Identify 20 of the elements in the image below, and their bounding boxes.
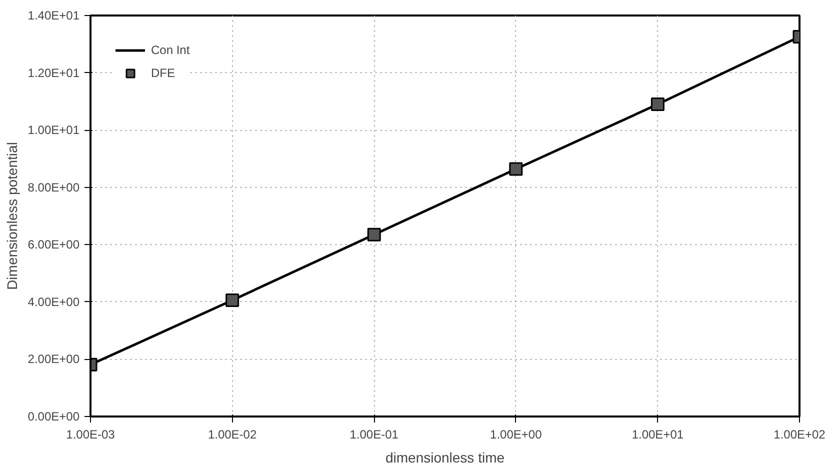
y-tick-label: 8.00E+00 <box>28 180 80 194</box>
y-tick-label: 4.00E+00 <box>28 294 80 309</box>
y-tick-label: 2.00E+00 <box>28 352 80 366</box>
y-axis-title: Dimensionless potential <box>4 142 20 290</box>
legend-label: DFE <box>151 66 175 80</box>
y-tick-label: 0.00E+00 <box>28 410 80 424</box>
y-tick-label: 1.20E+01 <box>28 66 80 80</box>
x-tick-label: 1.00E-03 <box>66 428 116 442</box>
x-tick-label: 1.00E+02 <box>774 428 826 442</box>
x-tick-label: 1.00E+01 <box>632 428 684 442</box>
x-axis-title: dimensionless time <box>385 450 505 466</box>
point <box>509 162 523 176</box>
y-tick-label: 1.00E+01 <box>28 123 80 138</box>
y-tick-label: 6.00E+00 <box>28 238 80 252</box>
x-tick-label: 1.00E-02 <box>208 428 257 442</box>
y-tick-label: 1.40E+01 <box>28 8 80 22</box>
x-tick-label: 1.00E-01 <box>350 428 399 442</box>
legend-label: Con Int <box>151 43 190 57</box>
x-tick-label: 1.00E+00 <box>490 428 542 442</box>
point <box>367 228 381 242</box>
